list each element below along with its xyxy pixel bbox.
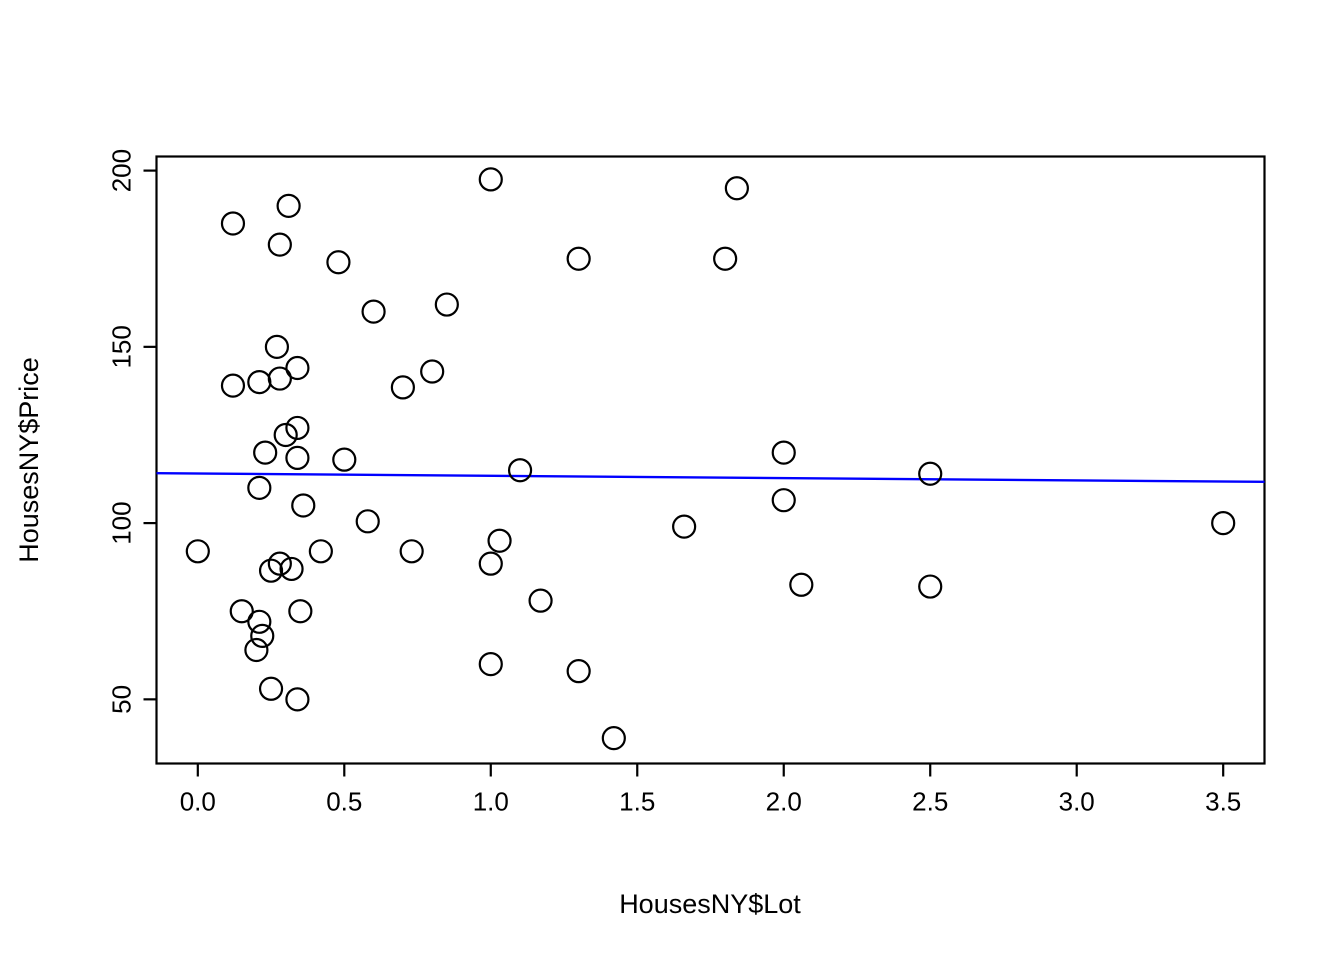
data-point <box>507 458 533 483</box>
data-point <box>264 334 290 359</box>
y-tick-label: 200 <box>107 149 137 192</box>
data-point <box>276 193 301 218</box>
data-point <box>332 447 357 472</box>
data-point <box>355 509 380 534</box>
data-point <box>487 528 512 553</box>
y-tick-label: 100 <box>107 501 137 544</box>
data-point <box>273 422 298 448</box>
data-point <box>279 556 304 582</box>
x-tick-label: 0.0 <box>180 787 216 817</box>
x-axis-title: HousesNY$Lot <box>619 889 801 919</box>
axis-ticks <box>143 169 1225 777</box>
axis-tick-labels: 0.0 0.5 1.0 1.5 2.0 2.5 3.0 3.5 50 100 150 200 <box>107 149 1242 817</box>
data-point <box>247 475 272 500</box>
data-point <box>478 651 503 677</box>
x-tick-label: 1.5 <box>619 787 655 817</box>
data-point <box>771 440 796 465</box>
regression-line <box>156 472 1265 484</box>
plot-area-border <box>155 155 1266 765</box>
y-tick-label: 50 <box>107 685 137 714</box>
data-point <box>267 366 292 391</box>
data-point <box>528 588 553 613</box>
data-point <box>361 299 386 324</box>
data-point <box>258 676 284 701</box>
regression-line-layer <box>156 472 1265 484</box>
data-point <box>229 599 254 624</box>
data-point <box>399 539 424 564</box>
data-point <box>434 292 459 317</box>
data-point <box>291 493 316 518</box>
data-point <box>267 232 292 257</box>
data-point <box>918 461 943 486</box>
data-point <box>285 355 310 381</box>
y-axis-title: HousesNY$Price <box>14 357 44 563</box>
data-point <box>285 415 310 441</box>
data-point <box>566 246 591 271</box>
data-point <box>247 369 272 395</box>
data-point <box>789 572 814 597</box>
data-point <box>285 445 310 470</box>
data-point <box>478 167 503 192</box>
x-tick-label: 0.5 <box>326 787 362 817</box>
x-tick-label: 3.5 <box>1205 787 1241 817</box>
data-point <box>185 539 210 564</box>
data-point <box>220 373 246 398</box>
data-point-layer <box>185 167 1236 751</box>
x-tick-label: 2.0 <box>766 787 802 817</box>
data-point <box>724 176 749 201</box>
data-point <box>250 623 275 648</box>
data-point <box>1211 510 1236 536</box>
data-point <box>244 637 269 663</box>
y-tick-label: 150 <box>107 325 137 368</box>
data-point <box>258 558 284 583</box>
data-point <box>308 539 333 564</box>
data-point <box>566 659 591 684</box>
data-point <box>220 211 246 236</box>
data-point <box>326 250 351 275</box>
data-point <box>601 726 626 751</box>
data-point <box>267 551 292 576</box>
data-point <box>478 551 503 576</box>
data-point <box>771 488 796 513</box>
data-point <box>713 246 738 271</box>
data-point <box>253 440 278 465</box>
data-point <box>285 687 310 712</box>
data-point <box>918 574 943 599</box>
data-point <box>247 609 272 634</box>
data-point <box>390 375 415 400</box>
data-point <box>288 599 313 624</box>
x-tick-label: 3.0 <box>1059 787 1095 817</box>
x-tick-label: 2.5 <box>912 787 948 817</box>
x-tick-label: 1.0 <box>473 787 509 817</box>
data-point <box>420 359 445 384</box>
data-point <box>672 514 697 539</box>
